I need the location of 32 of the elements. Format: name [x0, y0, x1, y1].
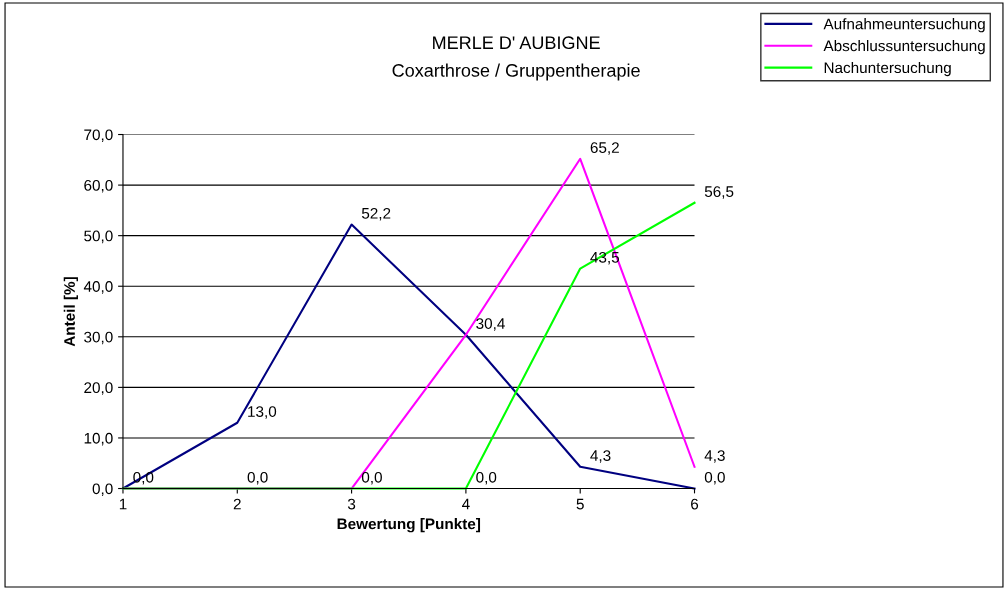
y-tick-label: 40,0	[83, 281, 113, 294]
y-tick-label: 0,0	[92, 483, 113, 497]
data-label: 4,3	[590, 450, 611, 463]
data-label: 4,3	[704, 450, 725, 463]
legend-label: Aufnahmeuntersuchung	[823, 18, 985, 33]
data-label: 0,0	[704, 471, 725, 485]
x-tick-label: 3	[347, 498, 356, 510]
x-tick-label: 5	[576, 498, 584, 510]
data-label: 0,0	[476, 471, 497, 485]
data-label: 0,0	[361, 471, 382, 485]
chart-subtitle: Coxarthrose / Gruppentherapie	[392, 63, 640, 81]
x-tick-label: 4	[462, 498, 470, 510]
legend-label: Nachuntersuchung	[824, 61, 951, 77]
y-tick-label: 20,0	[84, 382, 113, 395]
data-label: 52,2	[361, 207, 391, 221]
chart-title: MERLE D' AUBIGNE	[433, 36, 600, 50]
y-axis-title: Anteil [%]	[63, 277, 78, 347]
y-tick-label: 60,0	[84, 179, 113, 193]
y-tick-label: 30,0	[84, 331, 113, 345]
data-label: 0,0	[247, 471, 268, 485]
legend-label: Abschlussuntersuchung	[823, 40, 985, 55]
data-label: 30,4	[476, 318, 505, 331]
x-tick-label: 2	[233, 498, 241, 510]
data-label: 65,2	[590, 142, 619, 155]
data-label: 13,0	[248, 406, 277, 419]
y-tick-label: 70,0	[84, 129, 113, 143]
x-tick-label: 1	[119, 498, 127, 510]
data-label: 56,5	[704, 186, 734, 199]
y-tick-label: 50,0	[84, 230, 113, 244]
x-axis-title: Bewertung [Punkte]	[337, 518, 481, 533]
x-tick-label: 6	[691, 498, 699, 510]
y-tick-label: 10,0	[84, 432, 113, 446]
